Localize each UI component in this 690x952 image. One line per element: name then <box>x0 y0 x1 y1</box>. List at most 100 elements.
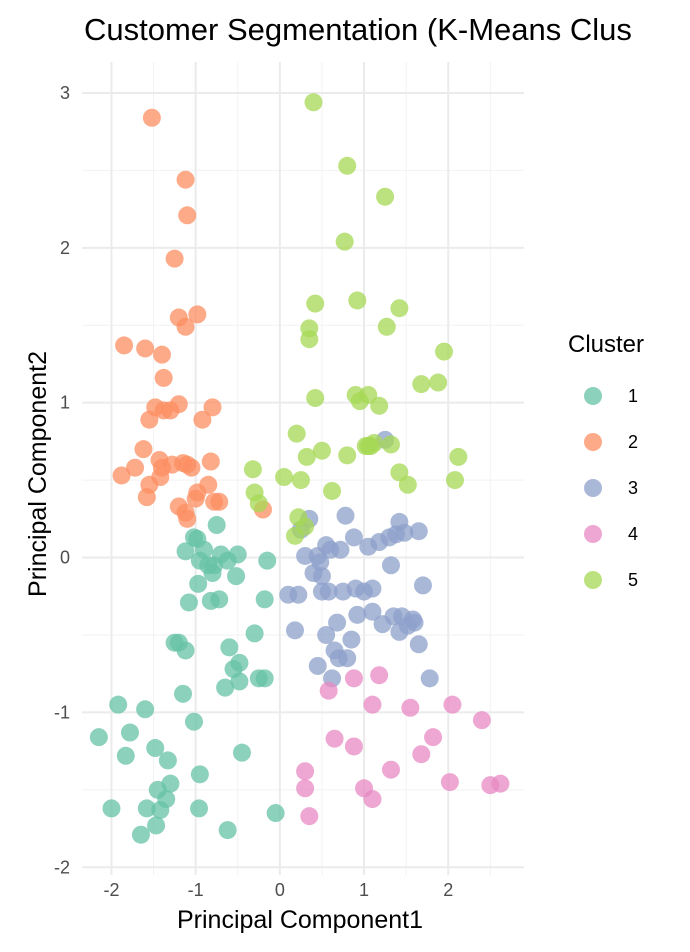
data-point-cluster-4 <box>472 711 491 730</box>
x-tick-label: -2 <box>103 880 119 900</box>
data-point-cluster-4 <box>370 666 389 685</box>
data-point-cluster-2 <box>142 108 161 127</box>
y-tick-label: 2 <box>60 238 70 258</box>
data-point-cluster-3 <box>308 656 327 675</box>
y-tick-label: 3 <box>60 83 70 103</box>
data-point-cluster-1 <box>147 816 166 835</box>
data-point-cluster-1 <box>176 641 195 660</box>
y-tick-label: 0 <box>60 548 70 568</box>
data-point-cluster-1 <box>157 790 176 809</box>
data-point-cluster-2 <box>176 317 195 336</box>
data-point-cluster-2 <box>165 249 184 268</box>
data-point-cluster-3 <box>420 669 439 688</box>
data-point-cluster-1 <box>109 695 128 714</box>
data-point-cluster-3 <box>328 613 347 632</box>
data-point-cluster-3 <box>286 621 305 640</box>
data-point-cluster-1 <box>230 653 249 672</box>
data-point-cluster-5 <box>412 375 431 394</box>
data-point-cluster-3 <box>331 540 350 559</box>
data-point-cluster-4 <box>325 729 344 748</box>
y-tick-label: -2 <box>54 857 70 877</box>
data-point-cluster-1 <box>207 516 226 535</box>
data-point-cluster-1 <box>179 593 198 612</box>
legend-label-2: 2 <box>628 432 638 452</box>
data-point-cluster-2 <box>134 440 153 459</box>
data-point-cluster-1 <box>137 799 156 818</box>
legend-label-1: 1 <box>628 386 638 406</box>
legend-key-1 <box>584 387 602 405</box>
legend-key-2 <box>584 433 602 451</box>
data-point-cluster-3 <box>312 567 331 586</box>
data-point-cluster-2 <box>140 410 159 429</box>
y-tick-label: 1 <box>60 393 70 413</box>
data-point-cluster-4 <box>412 745 431 764</box>
data-point-cluster-4 <box>443 695 462 714</box>
x-axis-title: Principal Component1 <box>177 906 423 934</box>
y-axis-title: Principal Component2 <box>24 351 52 597</box>
data-point-cluster-1 <box>136 700 155 719</box>
chart-title: Customer Segmentation (K-Means Clus <box>84 12 632 47</box>
x-tick-label: 1 <box>359 880 369 900</box>
data-point-cluster-2 <box>169 395 188 414</box>
data-point-cluster-1 <box>227 567 246 586</box>
data-point-cluster-1 <box>216 678 235 697</box>
data-point-cluster-4 <box>491 774 510 793</box>
data-point-cluster-3 <box>395 523 414 542</box>
data-point-cluster-2 <box>126 458 145 477</box>
data-point-cluster-5 <box>359 385 378 404</box>
legend-label-4: 4 <box>628 524 638 544</box>
data-point-cluster-5 <box>377 317 396 336</box>
data-point-cluster-1 <box>190 765 209 784</box>
data-point-cluster-1 <box>89 728 108 747</box>
data-point-cluster-2 <box>188 305 207 324</box>
x-tick-label: 0 <box>275 880 285 900</box>
legend-key-3 <box>584 479 602 497</box>
data-point-cluster-3 <box>405 613 424 632</box>
x-tick-labels: -2 -1 0 1 2 <box>103 880 453 900</box>
data-point-cluster-5 <box>449 447 468 466</box>
data-point-cluster-3 <box>336 506 355 525</box>
data-point-cluster-2 <box>136 339 155 358</box>
data-point-cluster-5 <box>296 517 315 536</box>
data-point-cluster-2 <box>210 492 229 511</box>
data-point-cluster-5 <box>365 433 384 452</box>
data-point-cluster-5 <box>243 460 262 479</box>
data-point-cluster-3 <box>363 602 382 621</box>
data-point-cluster-3 <box>289 585 308 604</box>
data-point-cluster-1 <box>184 712 203 731</box>
data-point-cluster-3 <box>363 579 382 598</box>
legend-label-3: 3 <box>628 478 638 498</box>
data-point-cluster-2 <box>199 475 218 494</box>
data-point-cluster-2 <box>115 336 134 355</box>
data-point-cluster-1 <box>146 739 165 758</box>
data-point-cluster-4 <box>344 669 363 688</box>
data-point-cluster-3 <box>317 536 336 555</box>
data-point-cluster-5 <box>306 294 325 313</box>
data-point-cluster-2 <box>178 206 197 225</box>
data-point-cluster-1 <box>230 672 249 691</box>
data-point-cluster-5 <box>398 475 417 494</box>
x-tick-label: -1 <box>188 880 204 900</box>
data-point-cluster-4 <box>363 695 382 714</box>
data-point-cluster-1 <box>176 542 195 561</box>
data-point-cluster-3 <box>311 553 330 572</box>
data-point-cluster-3 <box>409 635 428 654</box>
legend-title: Cluster <box>568 331 644 358</box>
legend: Cluster 1 2 3 4 5 <box>568 331 644 590</box>
data-point-cluster-3 <box>342 630 361 649</box>
data-point-cluster-4 <box>300 807 319 826</box>
data-point-cluster-3 <box>338 649 357 668</box>
data-point-cluster-1 <box>161 774 180 793</box>
data-point-cluster-5 <box>376 187 395 206</box>
data-point-cluster-2 <box>137 488 156 507</box>
data-point-cluster-2 <box>193 410 212 429</box>
data-point-cluster-1 <box>189 574 208 593</box>
data-point-cluster-3 <box>381 556 400 575</box>
y-tick-label: -1 <box>54 702 70 722</box>
data-point-cluster-1 <box>210 590 229 609</box>
data-point-cluster-2 <box>201 452 220 471</box>
data-point-cluster-1 <box>120 723 139 742</box>
data-point-cluster-4 <box>319 681 338 700</box>
data-point-cluster-4 <box>344 737 363 756</box>
